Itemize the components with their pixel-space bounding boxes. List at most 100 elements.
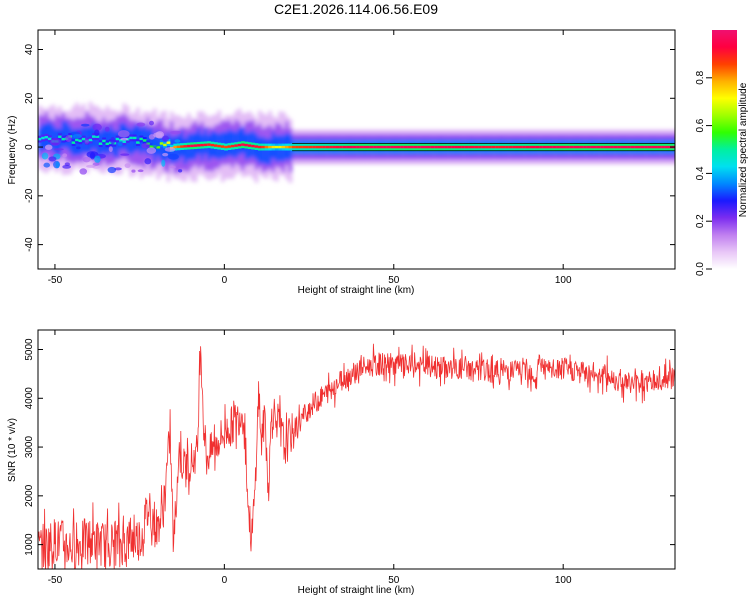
heatmap-cell [227,129,232,156]
heatmap-cell [383,145,388,149]
heatmap-blob [174,139,181,143]
heatmap-blob [55,161,60,169]
heatmap-cell [251,144,256,148]
heatmap-cell [291,145,296,149]
heatmap-cell [518,145,523,149]
heatmap-cell [339,145,344,149]
heatmap-blob [167,153,179,160]
snr-series-line [38,343,675,569]
heatmap-blob [162,152,169,157]
heatmap-cell [474,145,479,149]
heatmap-blob [108,146,113,152]
snr-panel: -50 0 50 100 1000 2000 3000 4000 5000 Height of … [7,329,676,596]
heatmap-cell [532,145,537,149]
heatmap-cell [464,145,469,149]
spectrogram-xtick-label: 0 [222,275,228,286]
heatmap-blob [124,163,131,169]
heatmap-cell [261,145,266,149]
heatmap-cell [539,145,544,149]
heatmap-cell [583,145,588,149]
heatmap-cell [136,124,140,151]
heatmap-cell [268,138,272,165]
heatmap-cell [298,145,303,149]
heatmap-cell [546,145,550,149]
heatmap-cell [78,139,83,143]
heatmap-cell [552,145,557,149]
heatmap-cell [590,145,594,149]
heatmap-cell [430,145,435,149]
heatmap-cell [332,145,337,149]
heatmap-cell [129,136,134,140]
heatmap-cell [454,145,459,149]
heatmap-cell [508,145,513,149]
heatmap-cell [447,145,452,149]
heatmap-cell [393,145,398,149]
heatmap-blob [161,159,166,167]
spectrogram-xlabel: Height of straight line (km) [298,285,415,296]
heatmap-cell [92,135,96,138]
heatmap-cell [386,145,391,149]
heatmap-cell [413,145,418,149]
heatmap-cell [288,145,293,149]
snr-ytick-label: 1000 [24,533,35,556]
heatmap-blob [86,151,99,158]
heatmap-blob [44,144,53,150]
heatmap-cell [315,145,320,149]
heatmap-cell [268,145,272,149]
heatmap-cell [119,139,123,142]
spectrogram-ytick-label: -20 [24,188,35,203]
heatmap-cell [535,145,540,149]
colorbar-tick-label: 0.6 [695,118,706,132]
colorbar-tick-label: 0.0 [695,262,706,276]
heatmap-blob [62,153,68,158]
heatmap-cell [664,145,669,149]
heatmap-cell [376,145,381,149]
heatmap-cell [396,145,401,149]
heatmap-cell [451,145,455,149]
heatmap-cell [237,143,242,147]
heatmap-cell [420,145,425,149]
snr-xtick-label: 50 [388,575,400,586]
heatmap-blob [120,137,129,141]
heatmap-blob [169,165,177,169]
heatmap-cell [654,145,659,149]
heatmap-cell [51,124,56,152]
heatmap-cell [349,145,354,149]
heatmap-cell [640,145,645,149]
heatmap-blob [94,155,101,164]
heatmap-cell [613,145,618,149]
heatmap-cell [441,145,445,149]
heatmap-cell [542,145,547,149]
heatmap-cell [424,145,428,149]
heatmap-blob [53,148,64,151]
heatmap-cell [38,137,42,141]
heatmap-cell [115,137,120,141]
spectrogram-ytick-label: 0 [24,144,35,150]
snr-frame [37,329,676,570]
heatmap-cell [325,145,330,149]
heatmap-cell [258,145,262,149]
heatmap-cell [186,144,191,148]
heatmap-cell [95,128,100,156]
heatmap-cell [623,145,628,149]
heatmap-cell [556,145,560,149]
snr-ytick-label: 2000 [24,484,35,507]
heatmap-cell [71,141,76,144]
heatmap-cell [180,145,184,148]
heatmap-cell [274,145,279,149]
heatmap-cell [457,145,462,149]
heatmap-cell [495,145,500,149]
heatmap-cell [366,145,371,149]
heatmap-cell [281,145,286,149]
colorbar-tick-label: 0.8 [695,70,706,84]
heatmap-cell [661,145,666,149]
heatmap-cell [363,145,367,149]
heatmap-cell [617,145,621,149]
heatmap-cell [335,145,340,149]
colorbar-tick-label: 0.4 [695,166,706,180]
spectrogram-axes: -50 0 50 100 -40 -20 0 20 40 [24,30,675,286]
heatmap-cell [61,121,66,148]
heatmap-blob [76,146,81,150]
heatmap-cell [512,145,516,149]
snr-xtick-label: -50 [48,575,63,586]
